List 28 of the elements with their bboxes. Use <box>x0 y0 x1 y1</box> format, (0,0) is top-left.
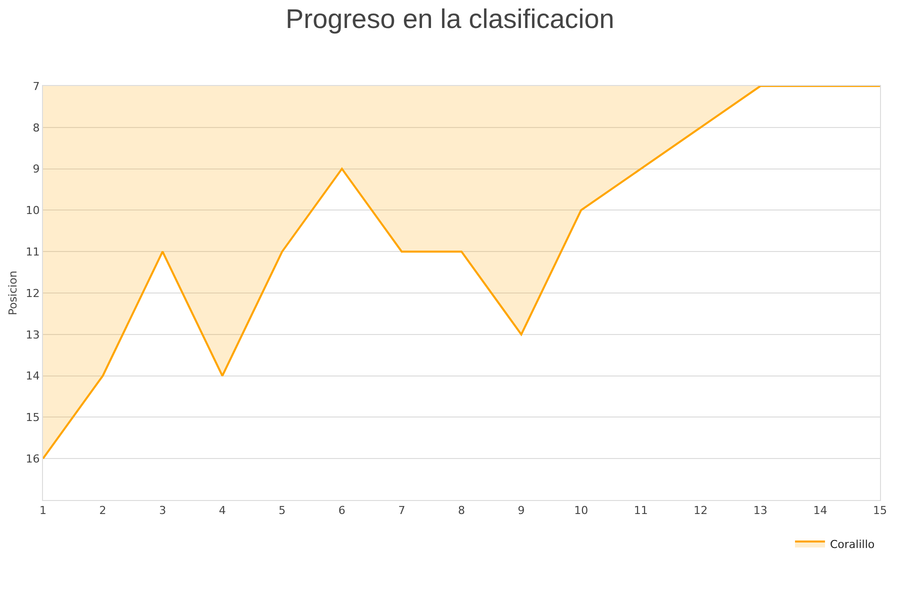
y-tick-label: 9 <box>32 162 40 176</box>
y-tick-label: 12 <box>26 286 40 300</box>
x-tick-label: 13 <box>753 504 768 518</box>
x-tick-label: 15 <box>873 504 887 518</box>
y-tick-label: 11 <box>26 245 40 258</box>
y-tick-label: 15 <box>26 411 40 424</box>
x-tick-label: 2 <box>99 504 106 518</box>
x-tick-label: 12 <box>694 504 708 518</box>
x-tick-label: 6 <box>338 504 346 518</box>
x-tick-label: 5 <box>278 504 286 518</box>
y-tick-label: 14 <box>26 370 40 383</box>
y-tick-label: 10 <box>26 204 40 218</box>
y-tick-label: 7 <box>32 80 40 93</box>
y-tick-label: 8 <box>32 121 40 134</box>
legend-label: Coralillo <box>830 538 875 551</box>
x-tick-label: 3 <box>159 504 166 518</box>
y-axis-title: Posicion <box>6 270 20 316</box>
x-tick-label: 8 <box>458 504 465 518</box>
y-tick-label: 16 <box>26 452 40 466</box>
x-tick-label: 7 <box>398 504 406 518</box>
x-tick-label: 10 <box>574 504 588 518</box>
y-tick-label: 13 <box>26 328 40 342</box>
x-tick-label: 11 <box>634 504 648 518</box>
x-tick-label: 9 <box>518 504 525 518</box>
x-tick-label: 4 <box>218 504 226 518</box>
chart-title: Progreso en la clasificacion <box>286 4 614 34</box>
x-tick-label: 14 <box>813 504 828 518</box>
x-tick-label: 1 <box>40 504 46 518</box>
